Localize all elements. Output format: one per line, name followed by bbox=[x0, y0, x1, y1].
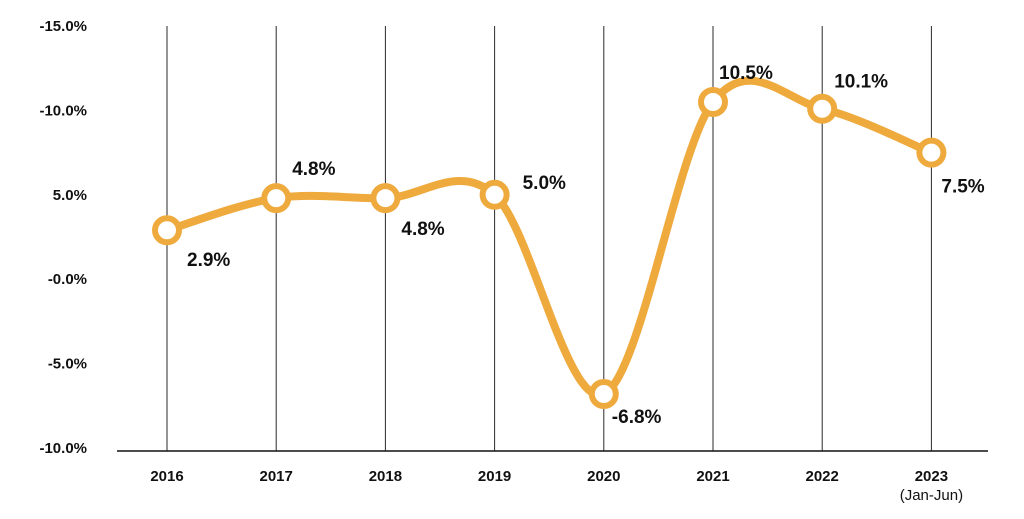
x-tick-label: 2018 bbox=[369, 468, 402, 485]
data-labels: 2.9% 4.8% 4.8% 5.0% -6.8% 10.5% 10.1% 7.5% bbox=[187, 63, 985, 428]
y-tick-label: -15.0% bbox=[39, 18, 87, 35]
x-tick-sublabel: (Jan-Jun) bbox=[900, 487, 963, 504]
data-label: 2.9% bbox=[187, 250, 230, 271]
y-tick-label: -10.0% bbox=[39, 102, 87, 119]
y-tick-label: -5.0% bbox=[48, 356, 87, 373]
data-point-marker bbox=[261, 183, 292, 214]
data-point-marker bbox=[807, 93, 838, 124]
data-label: -6.8% bbox=[612, 407, 662, 428]
data-markers bbox=[152, 86, 947, 409]
data-point-marker bbox=[370, 183, 401, 214]
data-point-marker bbox=[588, 378, 619, 409]
grid-lines bbox=[166, 26, 932, 451]
data-label: 4.8% bbox=[292, 159, 335, 180]
y-tick-label: 5.0% bbox=[53, 187, 87, 204]
data-point-marker bbox=[916, 137, 947, 168]
x-tick-label: 2020 bbox=[587, 468, 620, 485]
x-tick-label: 2022 bbox=[806, 468, 839, 485]
data-label: 10.1% bbox=[834, 72, 888, 93]
x-tick-label: 2016 bbox=[150, 468, 183, 485]
data-label: 7.5% bbox=[941, 177, 984, 198]
data-point-marker bbox=[152, 215, 182, 246]
data-label: 4.8% bbox=[401, 219, 444, 240]
data-label: 5.0% bbox=[523, 173, 566, 194]
x-tick-label: 2019 bbox=[478, 468, 511, 485]
data-point-marker bbox=[698, 86, 728, 117]
y-tick-label: -0.0% bbox=[48, 271, 87, 288]
x-tick-label: 2017 bbox=[260, 468, 293, 485]
x-tick-label: 2021 bbox=[696, 468, 729, 485]
series-line bbox=[163, 76, 936, 399]
data-label: 10.5% bbox=[719, 63, 773, 84]
x-tick-label: 2023 bbox=[915, 468, 948, 485]
y-axis-tick-labels: -15.0% -10.0% 5.0% -0.0% -5.0% -10.0% bbox=[39, 18, 87, 457]
y-tick-label: -10.0% bbox=[39, 440, 87, 457]
data-point-marker bbox=[479, 179, 510, 210]
x-axis-tick-labels: 2016 2017 2018 2019 2020 2021 2022 2023 (Jan-Jun… bbox=[150, 468, 963, 504]
